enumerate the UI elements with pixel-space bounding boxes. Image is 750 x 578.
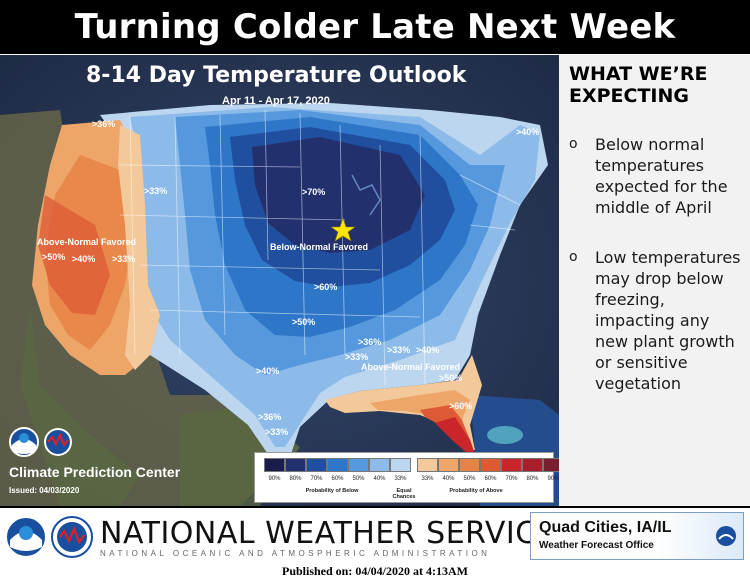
office-subtitle: Weather Forecast Office [539,540,654,551]
location-star-icon [330,217,356,242]
legend-value: 33% [421,476,434,482]
state-borders [119,109,521,386]
expectation-text-1: Below normal temperatures expected for t… [595,135,728,217]
legend-value: 90% [547,476,559,482]
label-prob-tx-40: >40% [256,366,280,376]
label-above-normal-west: Above-Normal Favored [37,237,137,247]
legend-value: 70% [310,476,323,482]
legend-swatch [459,458,480,472]
temperature-outlook-map: 8-14 Day Temperature Outlook Apr 11 - Ap… [0,55,559,506]
legend-value: 80% [289,476,302,482]
label-prob-nw: >36% [92,119,116,129]
label-prob-se-33: >33% [387,345,411,355]
office-name: Quad Cities, IA/IL [539,519,672,536]
label-prob-se-40: >40% [416,345,440,355]
legend-value: 33% [394,476,407,482]
agency-name: NATIONAL WEATHER SERVICE [100,516,557,551]
bullet-icon: o [569,136,578,152]
published-timestamp: Published on: 04/04/2020 at 4:13AM [281,564,468,578]
zone-above-70-florida [435,417,476,457]
label-prob-ca-50: >50% [42,252,66,262]
legend-swatch [543,458,559,472]
noaa-footer-icon [5,516,47,558]
legend-swatch [306,458,327,472]
noaa-logo [9,427,39,457]
terrain-baja [20,305,140,506]
legend-swatch [417,458,438,472]
bullet-icon: o [569,249,578,265]
map-legend: 90% 80% 70% 60% 50% 40% 33% 33% 40% 50% 60% 70% 80% 9… [254,452,559,503]
zone-above-60-west [38,195,110,315]
label-prob-ca-40: >40% [72,254,96,264]
legend-swatch [369,458,390,472]
expectation-text-2: Low temperatures may drop below freezing… [595,248,741,393]
label-prob-fl-60: >60% [449,401,473,411]
expectations-heading: WHAT WE’RE EXPECTING [569,63,708,107]
expectation-bullet-1: o Below normal temperatures expected for… [569,134,749,224]
great-lakes-outline [351,174,381,216]
label-prob-se-36: >36% [358,337,382,347]
page-title: Turning Colder Late Next Week [0,0,750,54]
legend-value: 50% [352,476,365,482]
legend-swatch [501,458,522,472]
legend-swatch [390,458,411,472]
legend-value: 40% [373,476,386,482]
office-emblem-icon [716,526,736,546]
legend-value: 60% [331,476,344,482]
label-prob-70: >70% [302,187,326,197]
legend-swatch [285,458,306,472]
legend-below-caption: Probability of Below [305,488,359,494]
expectations-panel: WHAT WE’RE EXPECTING o Below normal temp… [559,55,750,506]
label-prob-nv: >33% [112,254,136,264]
legend-value: 90% [268,476,281,482]
legend-swatch [327,458,348,472]
label-prob-se-33b: >33% [345,352,369,362]
legend-value: 60% [484,476,497,482]
zone-above-33-west [118,125,160,370]
legend-equal-caption: Equal Chances [392,488,416,500]
bahamas-shallows [487,426,523,444]
legend-value: 40% [442,476,455,482]
footer-logos [5,516,93,558]
legend-value: 70% [505,476,518,482]
label-above-normal-southeast: Above-Normal Favored [361,362,461,372]
issued-date: Issued: 04/03/2020 [9,486,80,495]
legend-value: 80% [526,476,539,482]
map-title: 8-14 Day Temperature Outlook [86,63,467,88]
map-graphic [0,55,559,506]
legend-value: 50% [463,476,476,482]
legend-swatch [348,458,369,472]
legend-swatch [480,458,501,472]
label-prob-tx-36: >36% [258,412,282,422]
legend-swatch [522,458,543,472]
nws-logo [44,428,72,456]
label-prob-ne: >40% [516,127,540,137]
label-prob-fl-50: >50% [439,373,463,383]
label-prob-50: >50% [292,317,316,327]
label-prob-west: >33% [144,186,168,196]
agency-subtitle: NATIONAL OCEANIC AND ATMOSPHERIC ADMINIS… [100,549,491,558]
label-prob-60: >60% [314,282,338,292]
expectation-bullet-2: o Low temperatures may drop below freezi… [569,247,749,393]
agency-label: Climate Prediction Center [9,464,181,480]
legend-above-caption: Probability of Above [449,488,503,494]
nws-footer-icon [51,516,93,558]
office-badge: Quad Cities, IA/IL Weather Forecast Offi… [530,512,744,560]
legend-swatch [438,458,459,472]
label-below-normal: Below-Normal Favored [270,242,369,252]
nws-footer-banner: NATIONAL WEATHER SERVICE NATIONAL OCEANI… [0,506,750,564]
map-date-range: Apr 11 - Apr 17, 2020 [222,95,330,107]
label-prob-tx-33: >33% [265,427,289,437]
legend-swatch [264,458,285,472]
